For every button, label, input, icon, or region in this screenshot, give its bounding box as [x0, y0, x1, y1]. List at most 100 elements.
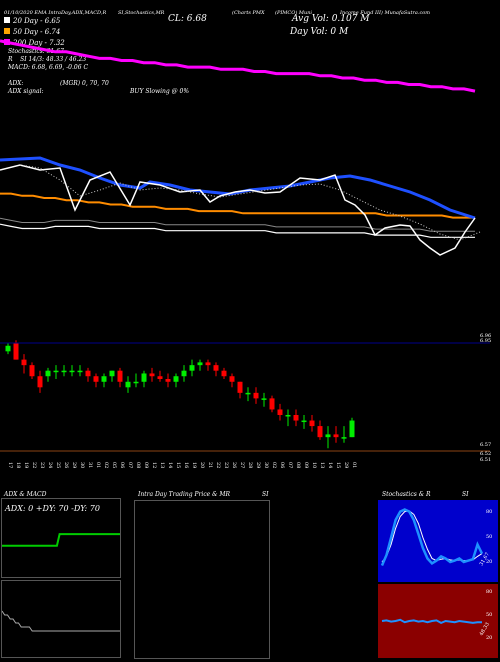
date-label: 08 Thu	[135, 462, 141, 470]
adx-line	[2, 533, 120, 547]
candle-body	[157, 376, 163, 379]
macd-panel	[1, 580, 121, 658]
ma-line-0	[0, 223, 475, 238]
candle-body	[21, 359, 27, 366]
adx-svg: ADX: 0 +DY: 70 -DY: 70	[2, 504, 120, 547]
date-label: 21 Wed	[207, 462, 213, 470]
candle-body	[165, 379, 171, 382]
ticker-label: (Charts PMX	[232, 10, 265, 16]
date-label: 16 Fri	[183, 462, 189, 470]
stats-block: Stochastics: 31.67 R SI 14/3: 48.33 / 46…	[8, 48, 88, 72]
price-label-bottom-3: 6.51	[480, 457, 491, 463]
date-label: 06 Tue	[119, 462, 125, 470]
cl-value: CL: 6.68	[168, 14, 207, 24]
candle-body	[197, 362, 203, 366]
candle-body	[309, 420, 315, 427]
candle-body	[245, 392, 251, 395]
candle-body	[133, 381, 139, 384]
buy-signal: BUY Slowing @ 0%	[130, 88, 190, 95]
adx-panel-label: ADX: 0 +DY: 70 -DY: 70	[4, 504, 100, 513]
date-label: 28 Wed	[247, 462, 253, 470]
candle-body	[29, 365, 35, 377]
legend-item-20day: 20 Day - 6.65	[4, 16, 65, 27]
date-label: 07 Wed	[127, 462, 133, 470]
date-label: 14 Wed	[167, 462, 173, 470]
candle-body	[125, 381, 131, 388]
date-label: 02 Mon	[271, 462, 277, 470]
candle-body	[285, 415, 291, 417]
legend-swatch-20day	[4, 17, 10, 23]
price-chart: 6.96 6.95 6.57 6.52 6.51 17 Wed18 Thu19 …	[0, 39, 491, 470]
date-label: 31 Wed	[87, 462, 93, 470]
macd-line	[1, 610, 120, 632]
date-label: 01 Thu	[95, 462, 101, 470]
candle-body	[13, 343, 19, 360]
date-label: 13 Mon	[319, 462, 325, 470]
day-vol: Day Vol: 0 M	[290, 27, 349, 37]
si-axis-80: 80	[486, 589, 492, 595]
candle-body	[101, 376, 107, 382]
macd-svg	[1, 610, 120, 632]
candle-body	[293, 415, 299, 421]
si-axis-20: 20	[486, 635, 492, 641]
date-label: 30 Fri	[263, 462, 269, 470]
candle-body	[37, 376, 43, 388]
candle-body	[221, 370, 227, 377]
date-axis: 17 Wed18 Thu19 Fri22 Mon23 Tue24 Wed25 T…	[7, 462, 357, 470]
date-label: 09 Wed	[303, 462, 309, 470]
candle-body	[205, 362, 211, 366]
header-line: 01/10/2020 EMA IntraDay,ADX,MACD,R	[4, 10, 106, 16]
date-label: 08 Tue	[295, 462, 301, 470]
date-label: 19 Mon	[191, 462, 197, 470]
candle-body	[69, 370, 75, 373]
candle-body	[229, 376, 235, 382]
date-label: 23 Fri	[223, 462, 229, 470]
date-label: 24 Wed	[47, 462, 53, 470]
si-panel: 80 50 20 48.33	[378, 584, 498, 658]
stoch-panel-title-suffix: SI	[462, 491, 469, 498]
date-label: 18 Thu	[15, 462, 21, 470]
ma-line-1	[0, 192, 475, 219]
date-label: 13 Tue	[159, 462, 165, 470]
date-label: 29 Wed	[343, 462, 349, 470]
legend-swatch-50day	[4, 28, 10, 34]
candle-body	[349, 420, 355, 438]
stochastics-stat: Stochastics: 31.67	[8, 48, 64, 55]
date-label: 05 Mon	[111, 462, 117, 470]
date-label: 27 Tue	[239, 462, 245, 470]
company-label: (PIMCO) Muni	[275, 10, 313, 16]
adx-signal-stat: ADX signal:	[8, 88, 44, 95]
ema-label: EMA	[34, 10, 47, 16]
date-label: 12 Mon	[151, 462, 157, 470]
price-label-top-1: 6.96	[480, 333, 491, 339]
si-stat-line: R SI 14/3: 48.33 / 46.23	[8, 56, 87, 63]
candle-body	[77, 370, 83, 373]
chart-date: 01/10/2020	[4, 10, 33, 16]
candle-body	[213, 365, 219, 371]
candle-body	[117, 370, 123, 382]
candle-body	[85, 370, 91, 377]
candle-body	[301, 420, 307, 423]
stoch-panel-title: Stochastics & R	[382, 491, 431, 498]
macd-stat: MACD: 6.68, 6.69, -0.06 C	[8, 64, 89, 71]
si-line	[381, 618, 482, 625]
date-label: 22 Thu	[215, 462, 221, 470]
date-label: 02 Fri	[103, 462, 109, 470]
candle-body	[277, 409, 283, 415]
date-label: 26 Fri	[63, 462, 69, 470]
mgr-stat: (MGR) 0, 70, 70	[60, 80, 109, 87]
date-label: 07 Mon	[287, 462, 293, 470]
ma-line-2	[0, 39, 476, 93]
price-dotted-line	[19, 164, 481, 241]
date-label: 10 Thu	[311, 462, 317, 470]
candle-body	[261, 398, 267, 400]
date-label: 09 Fri	[143, 462, 149, 470]
date-label: 23 Tue	[39, 462, 45, 470]
ma-lines	[0, 39, 476, 238]
indicators-line: IntraDay,ADX,MACD,R	[48, 10, 107, 16]
adx-panel: ADX: 0 +DY: 70 -DY: 70	[1, 498, 121, 578]
date-label: 26 Mon	[231, 462, 237, 470]
candle-body	[5, 345, 11, 352]
stoch-axis-80: 80	[486, 509, 492, 515]
date-label: 15 Wed	[335, 462, 341, 470]
